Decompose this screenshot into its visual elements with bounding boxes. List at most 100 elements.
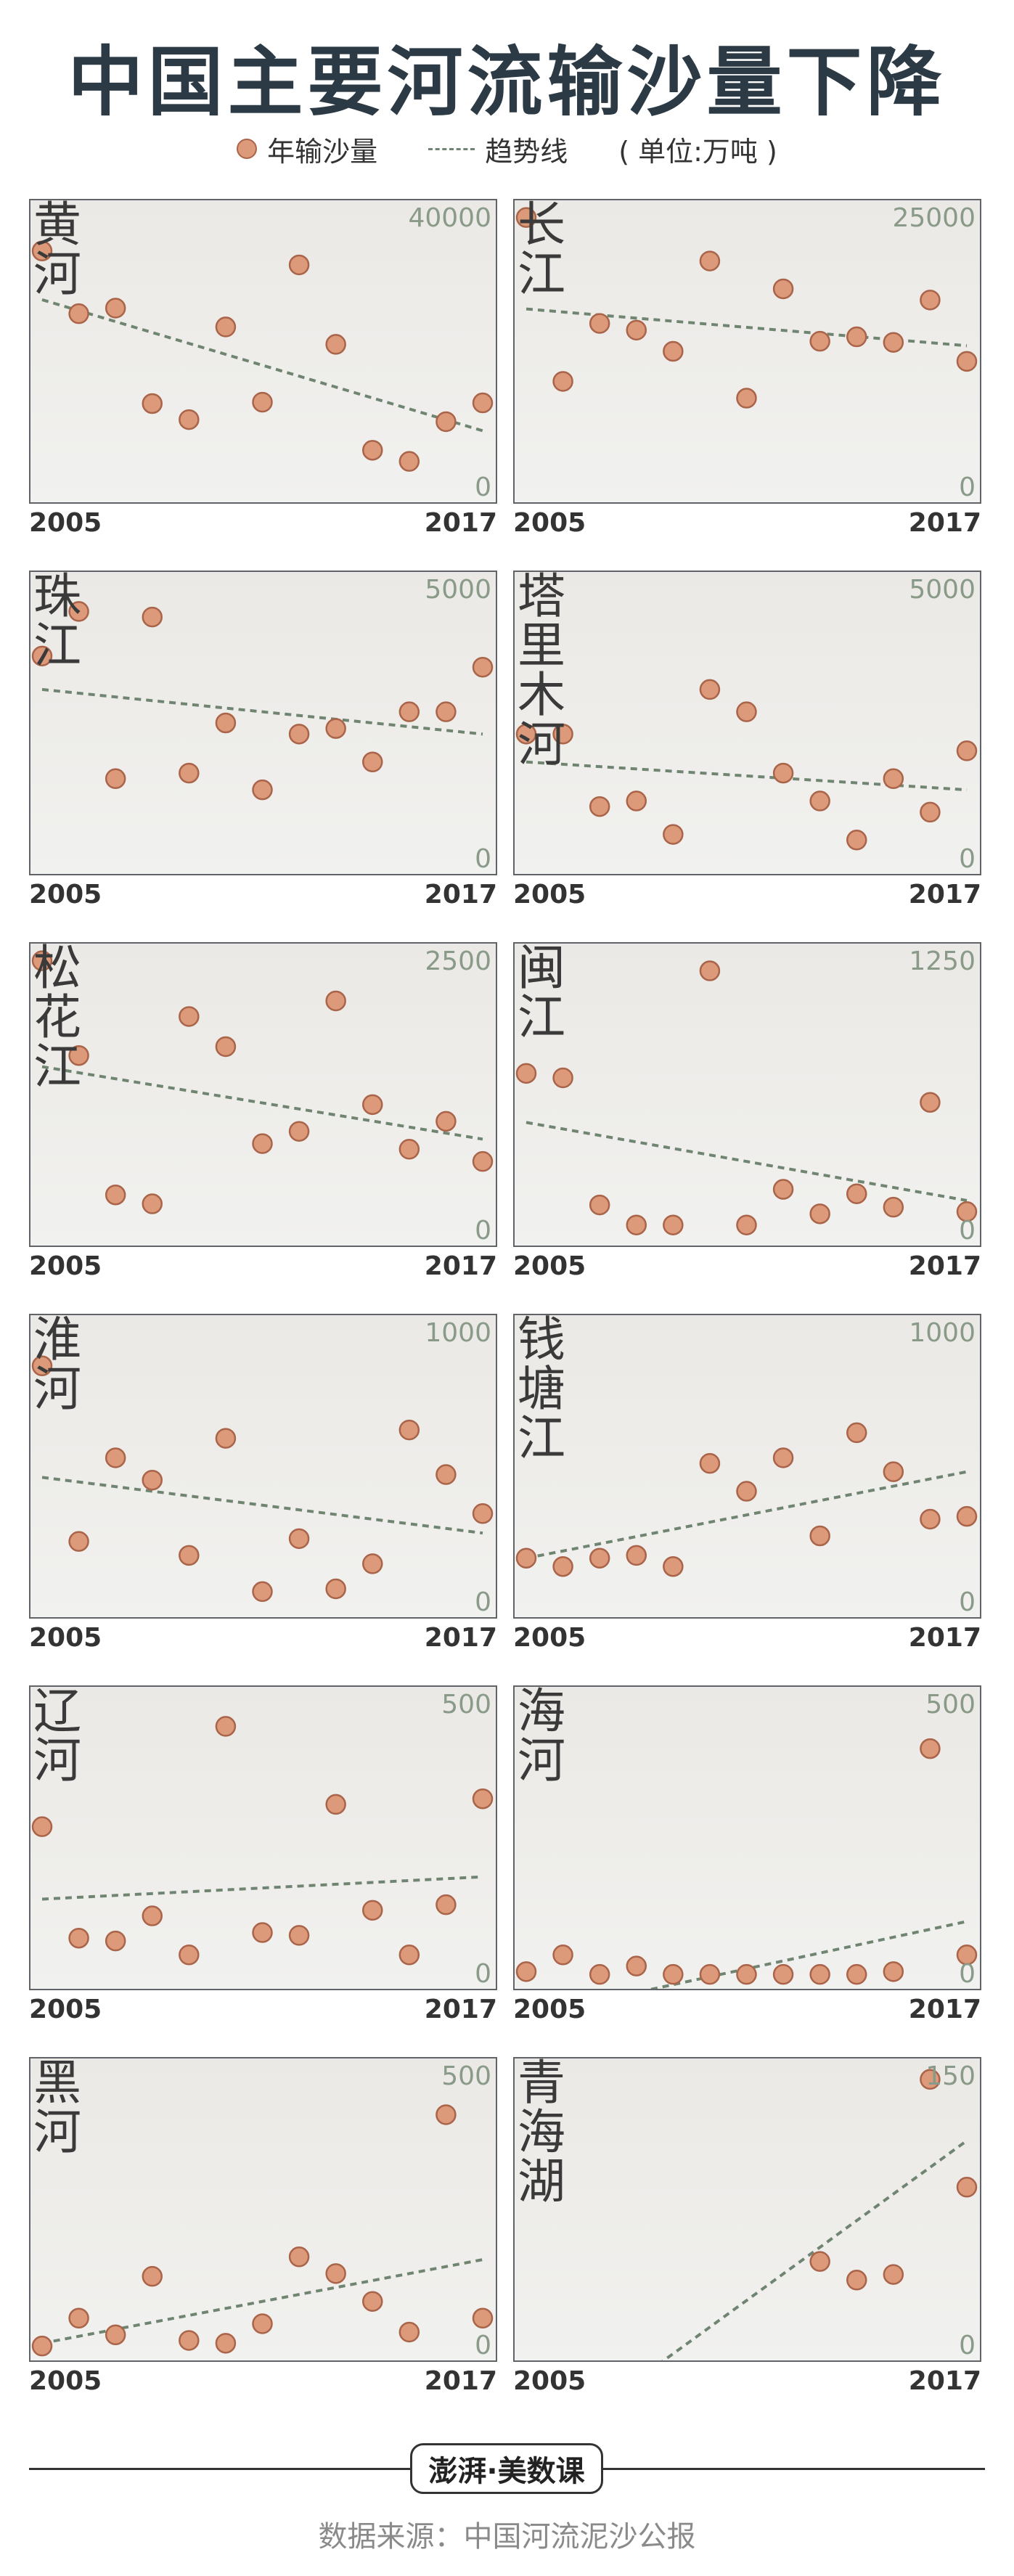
scatter-plot bbox=[31, 240, 494, 472]
data-point bbox=[552, 724, 573, 745]
data-point bbox=[252, 779, 273, 801]
data-point bbox=[736, 1963, 757, 1985]
plot-area bbox=[29, 199, 497, 504]
data-point bbox=[362, 751, 383, 773]
data-point bbox=[956, 1945, 978, 1966]
x-end-label: 2017 bbox=[424, 1251, 497, 1281]
data-point bbox=[436, 1894, 457, 1915]
data-point bbox=[436, 701, 457, 722]
data-point bbox=[956, 1505, 978, 1527]
legend-trend-label: 趋势线 bbox=[485, 135, 568, 168]
plot-area bbox=[29, 1314, 497, 1619]
river-panel: 黑河 500 0 2005 2017 bbox=[29, 2057, 497, 2396]
data-point bbox=[552, 371, 573, 392]
river-panel: 松花江 2500 0 2005 2017 bbox=[29, 940, 497, 1281]
data-point bbox=[472, 1150, 494, 1172]
trend-line bbox=[661, 2139, 968, 2360]
plot-area bbox=[513, 1314, 981, 1619]
data-point bbox=[142, 1905, 163, 1926]
data-point bbox=[325, 1578, 346, 1600]
y-min-label: 0 bbox=[475, 1216, 491, 1246]
data-point bbox=[589, 313, 610, 334]
x-end-label: 2017 bbox=[908, 508, 981, 538]
y-max-label: 5000 bbox=[425, 575, 491, 605]
river-name: 黄河 bbox=[33, 197, 81, 302]
x-start-label: 2005 bbox=[513, 508, 586, 538]
data-point bbox=[846, 1963, 867, 1985]
data-point bbox=[68, 1044, 89, 1066]
data-point bbox=[699, 1963, 721, 1985]
data-point bbox=[215, 1036, 237, 1058]
publisher-logo: 澎湃·美数课 bbox=[410, 2443, 603, 2494]
data-point bbox=[105, 1447, 126, 1468]
river-name: 青海湖 bbox=[518, 2055, 565, 2209]
data-point bbox=[68, 303, 89, 324]
river-panel: 长江 25000 0 2005 2017 bbox=[513, 199, 981, 538]
data-point bbox=[552, 1555, 573, 1577]
data-point bbox=[288, 1528, 310, 1550]
river-panel: 闽江 1250 0 2005 2017 bbox=[513, 942, 981, 1281]
data-point bbox=[699, 1452, 721, 1474]
data-point bbox=[846, 2270, 867, 2291]
river-panel: 钱塘江 1000 0 2005 2017 bbox=[513, 1314, 981, 1653]
plot-area bbox=[513, 1685, 981, 1990]
data-point bbox=[626, 790, 647, 811]
y-max-label: 150 bbox=[925, 2061, 976, 2091]
scatter-plot bbox=[31, 1716, 494, 1966]
x-start-label: 2005 bbox=[513, 1995, 586, 2024]
data-point bbox=[68, 2307, 89, 2329]
data-point bbox=[472, 392, 494, 414]
data-point bbox=[846, 1422, 867, 1444]
river-panel: 珠江 5000 0 2005 2017 bbox=[29, 571, 497, 909]
data-point bbox=[920, 2069, 941, 2090]
data-point bbox=[362, 1900, 383, 1921]
data-point bbox=[663, 340, 684, 362]
data-point bbox=[68, 1927, 89, 1949]
trend-line bbox=[41, 1476, 483, 1535]
data-point bbox=[772, 1179, 794, 1200]
x-start-label: 2005 bbox=[513, 1623, 586, 1653]
scatter-plot bbox=[31, 2104, 494, 2357]
x-start-label: 2005 bbox=[29, 1251, 102, 1281]
x-end-label: 2017 bbox=[908, 1251, 981, 1281]
y-min-label: 0 bbox=[475, 1959, 491, 1989]
data-point bbox=[288, 1121, 310, 1142]
data-point bbox=[736, 388, 757, 409]
data-point bbox=[288, 724, 310, 745]
data-point bbox=[288, 1925, 310, 1946]
data-point bbox=[325, 2263, 346, 2284]
x-end-label: 2017 bbox=[908, 1995, 981, 2024]
data-point bbox=[809, 2251, 830, 2272]
data-point bbox=[398, 2321, 420, 2343]
data-point bbox=[179, 409, 200, 430]
data-point bbox=[215, 316, 237, 338]
data-point bbox=[699, 960, 721, 981]
data-point bbox=[288, 2246, 310, 2268]
plot-area bbox=[513, 942, 981, 1247]
data-point bbox=[105, 2324, 126, 2346]
data-point bbox=[809, 1525, 830, 1547]
data-point bbox=[105, 1184, 126, 1206]
data-point bbox=[31, 1816, 53, 1837]
data-point bbox=[215, 2333, 237, 2354]
x-start-label: 2005 bbox=[29, 1623, 102, 1653]
data-point bbox=[325, 718, 346, 739]
y-min-label: 0 bbox=[475, 473, 491, 502]
y-min-label: 0 bbox=[959, 2331, 976, 2360]
data-point bbox=[956, 1201, 978, 1222]
data-point bbox=[31, 2335, 53, 2357]
data-point bbox=[31, 240, 53, 262]
data-point bbox=[736, 701, 757, 722]
data-point bbox=[105, 768, 126, 790]
data-point bbox=[552, 1067, 573, 1089]
scatter-plot bbox=[515, 1738, 978, 1989]
river-panel: 辽河 500 0 2005 2017 bbox=[29, 1685, 497, 2024]
scatter-plot bbox=[31, 601, 494, 801]
y-min-label: 0 bbox=[475, 844, 491, 874]
data-point bbox=[956, 740, 978, 761]
data-point bbox=[472, 656, 494, 678]
legend: 年输沙量 趋势线 ( 单位:万吨 ) bbox=[0, 127, 1014, 171]
river-name: 松花江 bbox=[33, 940, 81, 1095]
data-point bbox=[252, 1133, 273, 1154]
data-point bbox=[325, 990, 346, 1012]
